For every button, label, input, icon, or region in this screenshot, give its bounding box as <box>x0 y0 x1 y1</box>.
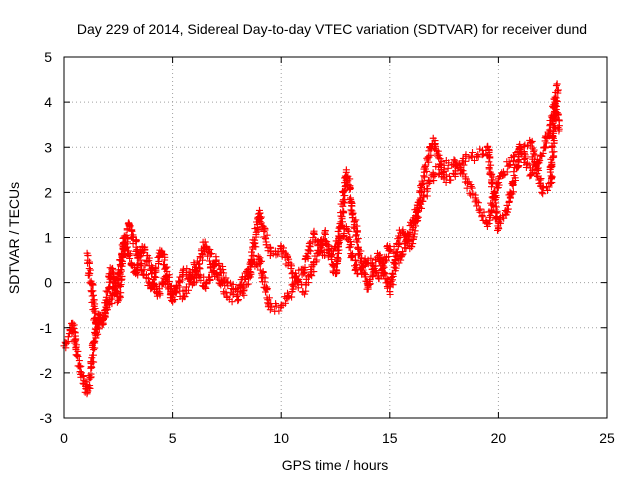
axis-ticks <box>63 56 608 419</box>
x-tick-label: 15 <box>382 430 398 446</box>
y-tick-label: 3 <box>44 139 52 155</box>
x-tick-label: 5 <box>169 430 177 446</box>
y-tick-label: 1 <box>44 230 52 246</box>
x-axis-label: GPS time / hours <box>282 457 389 473</box>
y-axis-label: SDTVAR / TECUs <box>6 182 22 294</box>
series-1 <box>83 80 562 340</box>
y-tick-labels: -3 -2 -1 0 1 2 3 4 5 <box>40 49 53 426</box>
y-tick-label: -2 <box>40 365 53 381</box>
data-points <box>60 80 563 398</box>
series-trace-markers <box>83 80 562 340</box>
x-tick-label: 25 <box>599 430 615 446</box>
y-tick-label: 4 <box>44 94 52 110</box>
grid-lines <box>64 57 607 418</box>
y-tick-label: 2 <box>44 184 52 200</box>
x-tick-labels: 0 5 10 15 20 25 <box>60 430 615 446</box>
y-tick-label: -1 <box>40 320 53 336</box>
x-tick-label: 0 <box>60 430 68 446</box>
x-tick-label: 10 <box>273 430 289 446</box>
y-tick-label: 5 <box>44 49 52 65</box>
y-tick-label: -3 <box>40 410 53 426</box>
x-tick-label: 20 <box>491 430 507 446</box>
y-tick-label: 0 <box>44 275 52 291</box>
chart-title: Day 229 of 2014, Sidereal Day-to-day VTE… <box>77 21 587 37</box>
